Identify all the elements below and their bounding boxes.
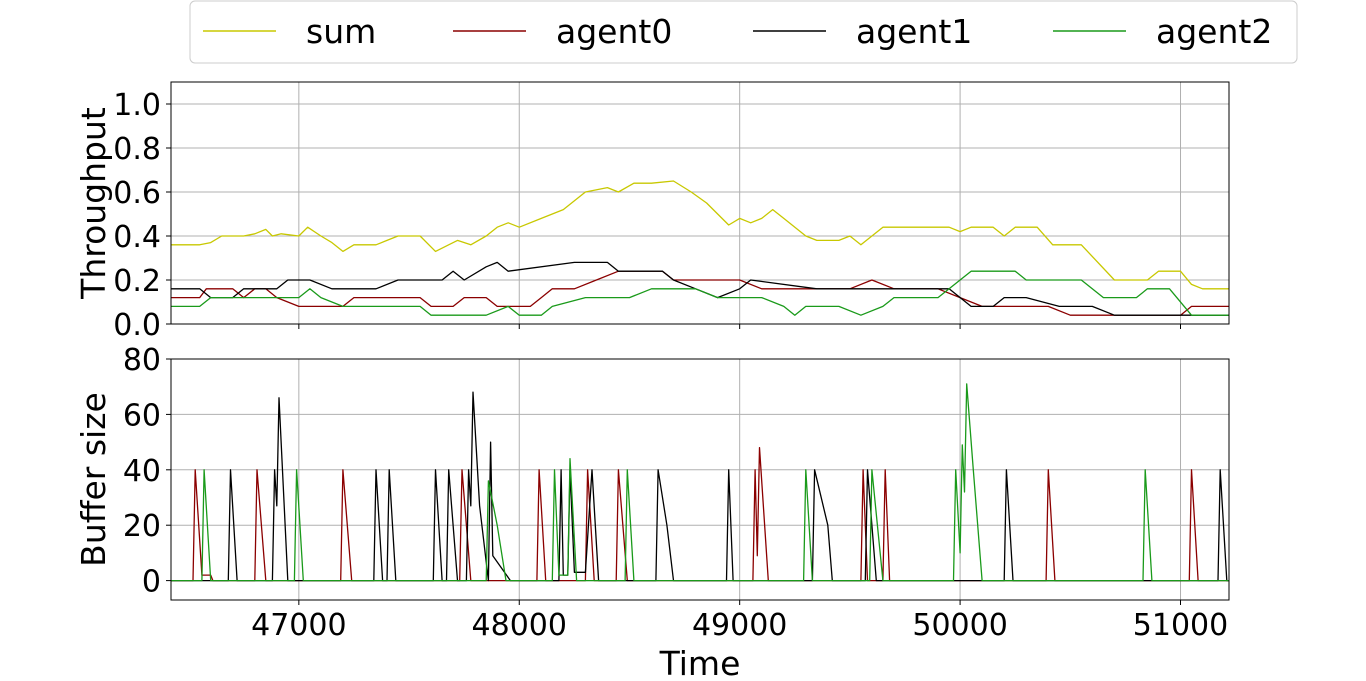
buffer-size-axes: 0 20 40 60 80 47000 48000 49000 50000 51000 Buffer… bbox=[74, 343, 1230, 681]
buffer-line-agent1 bbox=[171, 391, 1229, 582]
buffer-x-tick-label: 48000 bbox=[472, 608, 567, 643]
throughput-line-agent2 bbox=[171, 270, 1229, 316]
throughput-line-agent1 bbox=[171, 261, 1229, 316]
legend-label-agent0: agent0 bbox=[556, 12, 672, 51]
buffer-y-tick-label: 20 bbox=[123, 509, 161, 544]
buffer-y-axis-title: Buffer size bbox=[74, 392, 113, 567]
legend-label-agent2: agent2 bbox=[1156, 12, 1272, 51]
throughput-series bbox=[171, 180, 1229, 316]
throughput-frame bbox=[170, 81, 1230, 325]
buffer-x-tick-label: 47000 bbox=[251, 608, 346, 643]
legend-frame bbox=[189, 0, 1298, 64]
buffer-frame bbox=[170, 358, 1230, 601]
throughput-line-sum bbox=[171, 180, 1229, 290]
buffer-y-tick-label: 40 bbox=[123, 454, 161, 489]
buffer-y-tick-label: 0 bbox=[142, 565, 161, 600]
throughput-y-tick-label: 0.0 bbox=[113, 308, 161, 343]
throughput-y-tick-label: 0.6 bbox=[113, 176, 161, 211]
throughput-y-tick-label: 0.2 bbox=[113, 264, 161, 299]
throughput-y-tick-label: 1.0 bbox=[113, 88, 161, 123]
legend-label-sum: sum bbox=[306, 12, 376, 51]
buffer-x-tick-label: 51000 bbox=[1133, 608, 1228, 643]
throughput-y-axis-title: Throughput bbox=[74, 107, 113, 300]
buffer-line-agent2 bbox=[171, 383, 1229, 582]
buffer-x-axis-title: Time bbox=[659, 644, 741, 681]
buffer-line-agent0 bbox=[171, 446, 1229, 582]
throughput-y-tick-label: 0.8 bbox=[113, 132, 161, 167]
legend: sum agent0 agent1 agent2 bbox=[189, 0, 1298, 64]
buffer-y-tick-label: 60 bbox=[123, 398, 161, 433]
throughput-y-tick-label: 0.4 bbox=[113, 220, 161, 255]
throughput-line-agent0 bbox=[171, 270, 1229, 316]
buffer-y-tick-label: 80 bbox=[123, 343, 161, 378]
buffer-x-tick-label: 50000 bbox=[912, 608, 1007, 643]
buffer-x-tick-label: 49000 bbox=[692, 608, 787, 643]
buffer-series bbox=[171, 383, 1229, 582]
buffer-grid bbox=[171, 358, 1229, 600]
legend-label-agent1: agent1 bbox=[856, 12, 972, 51]
